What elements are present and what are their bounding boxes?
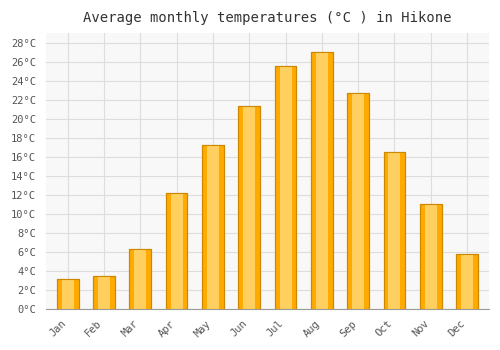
Bar bbox=[202, 145, 224, 309]
Bar bbox=[93, 275, 115, 309]
Bar bbox=[425, 204, 437, 309]
Bar bbox=[384, 152, 406, 309]
Title: Average monthly temperatures (°C ) in Hikone: Average monthly temperatures (°C ) in Hi… bbox=[83, 11, 452, 25]
Bar bbox=[384, 152, 406, 309]
Bar bbox=[134, 249, 146, 309]
Bar bbox=[274, 66, 296, 309]
Bar bbox=[56, 279, 78, 309]
Bar bbox=[130, 249, 151, 309]
Bar bbox=[420, 204, 442, 309]
Bar bbox=[93, 275, 115, 309]
Bar bbox=[166, 193, 188, 309]
Bar bbox=[352, 93, 364, 309]
Bar bbox=[243, 106, 255, 309]
Bar bbox=[388, 152, 400, 309]
Bar bbox=[420, 204, 442, 309]
Bar bbox=[202, 145, 224, 309]
Bar bbox=[456, 254, 478, 309]
Bar bbox=[461, 254, 473, 309]
Bar bbox=[62, 279, 74, 309]
Bar bbox=[348, 93, 369, 309]
Bar bbox=[348, 93, 369, 309]
Bar bbox=[311, 52, 332, 309]
Bar bbox=[456, 254, 478, 309]
Bar bbox=[238, 106, 260, 309]
Bar bbox=[316, 52, 328, 309]
Bar bbox=[238, 106, 260, 309]
Bar bbox=[280, 66, 291, 309]
Bar bbox=[56, 279, 78, 309]
Bar bbox=[207, 145, 219, 309]
Bar bbox=[98, 275, 110, 309]
Bar bbox=[170, 193, 182, 309]
Bar bbox=[274, 66, 296, 309]
Bar bbox=[166, 193, 188, 309]
Bar bbox=[311, 52, 332, 309]
Bar bbox=[130, 249, 151, 309]
